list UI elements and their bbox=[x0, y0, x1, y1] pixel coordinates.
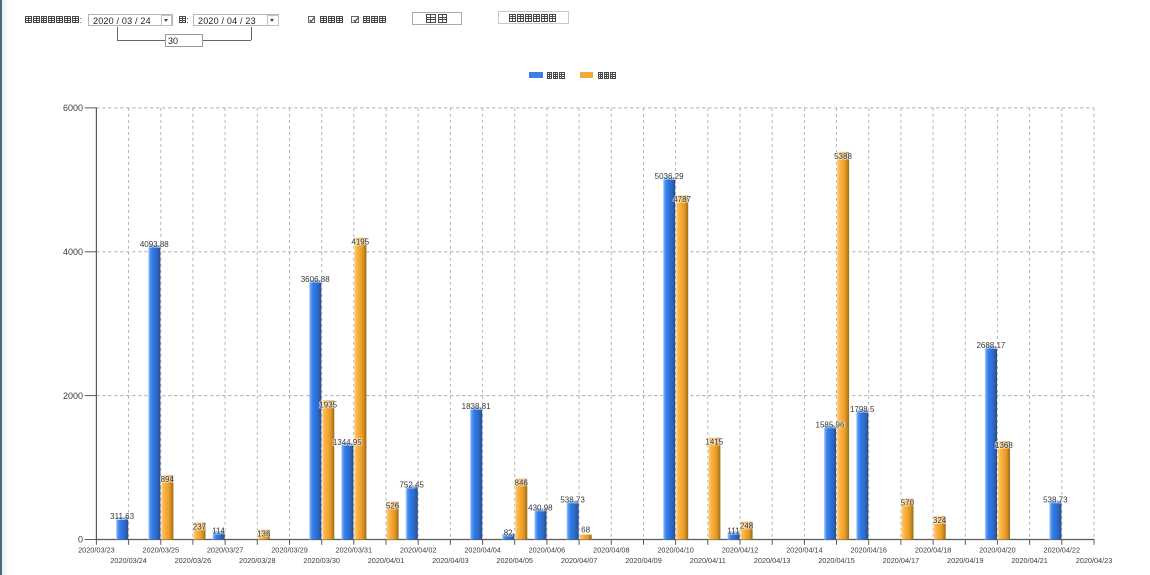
svg-text:1344.95: 1344.95 bbox=[333, 438, 362, 447]
svg-text:0: 0 bbox=[78, 535, 83, 545]
svg-text:2020/04/01: 2020/04/01 bbox=[368, 556, 405, 565]
svg-text:2000: 2000 bbox=[63, 391, 83, 401]
svg-text:3606.88: 3606.88 bbox=[301, 275, 330, 284]
svg-text:4195: 4195 bbox=[351, 238, 369, 247]
svg-text:1935: 1935 bbox=[319, 400, 337, 409]
svg-text:2020/04/19: 2020/04/19 bbox=[947, 556, 984, 565]
svg-text:2020/04/23: 2020/04/23 bbox=[1076, 556, 1113, 565]
svg-text:2688.17: 2688.17 bbox=[976, 341, 1005, 350]
svg-text:538.73: 538.73 bbox=[1043, 496, 1068, 505]
svg-text:894: 894 bbox=[161, 475, 175, 484]
svg-text:2020/04/08: 2020/04/08 bbox=[593, 546, 630, 555]
svg-text:752.45: 752.45 bbox=[399, 480, 424, 489]
svg-text:2020/04/06: 2020/04/06 bbox=[529, 546, 566, 555]
svg-text:2020/03/29: 2020/03/29 bbox=[271, 546, 308, 555]
svg-text:526: 526 bbox=[386, 502, 400, 511]
svg-text:2020/03/26: 2020/03/26 bbox=[175, 556, 212, 565]
svg-text:1838.81: 1838.81 bbox=[462, 402, 491, 411]
svg-text:2020/03/27: 2020/03/27 bbox=[207, 546, 244, 555]
svg-text:570: 570 bbox=[901, 499, 915, 508]
svg-text:1368: 1368 bbox=[995, 441, 1013, 450]
svg-text:2020/03/24: 2020/03/24 bbox=[110, 556, 147, 565]
svg-text:1415: 1415 bbox=[705, 438, 723, 447]
svg-text:2020/03/31: 2020/03/31 bbox=[336, 546, 373, 555]
svg-text:311.63: 311.63 bbox=[110, 512, 134, 521]
svg-text:2020/04/12: 2020/04/12 bbox=[722, 546, 759, 555]
svg-text:136: 136 bbox=[257, 530, 271, 539]
svg-text:2020/04/16: 2020/04/16 bbox=[850, 546, 887, 555]
svg-text:68: 68 bbox=[581, 526, 590, 535]
svg-text:2020/04/21: 2020/04/21 bbox=[1011, 556, 1048, 565]
svg-text:2020/03/28: 2020/03/28 bbox=[239, 556, 276, 565]
svg-text:846: 846 bbox=[515, 479, 529, 488]
svg-text:4787: 4787 bbox=[673, 195, 691, 204]
svg-text:324: 324 bbox=[933, 516, 947, 525]
svg-text:5036.29: 5036.29 bbox=[655, 172, 684, 181]
svg-text:4093.88: 4093.88 bbox=[140, 240, 169, 249]
svg-text:1585.96: 1585.96 bbox=[816, 420, 845, 429]
svg-text:114: 114 bbox=[212, 526, 225, 535]
svg-text:2020/04/15: 2020/04/15 bbox=[818, 556, 855, 565]
svg-text:237: 237 bbox=[193, 523, 207, 532]
svg-text:2020/04/18: 2020/04/18 bbox=[915, 546, 952, 555]
svg-text:5388: 5388 bbox=[834, 152, 852, 161]
svg-text:248: 248 bbox=[740, 522, 754, 531]
svg-text:2020/04/10: 2020/04/10 bbox=[657, 546, 694, 555]
svg-text:430.98: 430.98 bbox=[528, 504, 553, 513]
svg-text:2020/04/20: 2020/04/20 bbox=[979, 546, 1016, 555]
svg-text:82: 82 bbox=[504, 529, 513, 538]
svg-text:2020/04/13: 2020/04/13 bbox=[754, 556, 791, 565]
svg-text:2020/03/30: 2020/03/30 bbox=[303, 556, 340, 565]
svg-text:2020/04/02: 2020/04/02 bbox=[400, 546, 437, 555]
svg-text:2020/04/09: 2020/04/09 bbox=[625, 556, 662, 565]
svg-text:111: 111 bbox=[727, 527, 740, 536]
svg-text:6000: 6000 bbox=[63, 103, 83, 113]
svg-text:2020/04/04: 2020/04/04 bbox=[464, 546, 501, 555]
svg-text:2020/04/07: 2020/04/07 bbox=[561, 556, 598, 565]
svg-text:2020/04/22: 2020/04/22 bbox=[1044, 546, 1081, 555]
svg-text:2020/04/17: 2020/04/17 bbox=[883, 556, 920, 565]
svg-text:2020/04/05: 2020/04/05 bbox=[496, 556, 533, 565]
svg-text:1798.5: 1798.5 bbox=[850, 405, 875, 414]
svg-text:2020/04/03: 2020/04/03 bbox=[432, 556, 469, 565]
svg-text:2020/03/25: 2020/03/25 bbox=[143, 546, 180, 555]
svg-text:2020/04/11: 2020/04/11 bbox=[690, 556, 726, 565]
svg-text:4000: 4000 bbox=[63, 247, 83, 257]
svg-text:538.73: 538.73 bbox=[560, 496, 585, 505]
svg-text:2020/03/23: 2020/03/23 bbox=[78, 546, 115, 555]
svg-text:2020/04/14: 2020/04/14 bbox=[786, 546, 823, 555]
